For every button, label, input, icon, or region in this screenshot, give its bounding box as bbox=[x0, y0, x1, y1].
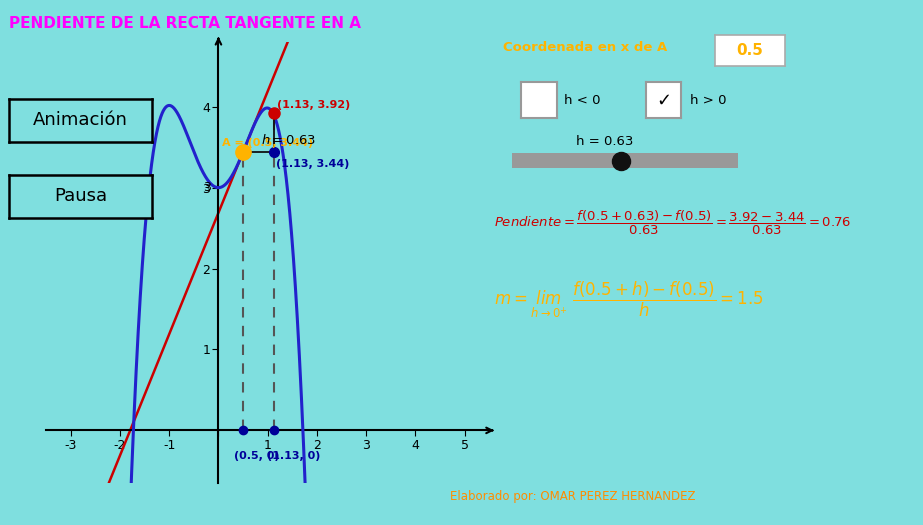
Text: h = 0.63: h = 0.63 bbox=[576, 135, 633, 148]
Text: 0.5: 0.5 bbox=[737, 43, 763, 58]
Text: $\mathit{Pendiente} = \dfrac{f(0.5 + 0.63) - f(0.5)}{0.63} = \dfrac{3.92 - 3.44}: $\mathit{Pendiente} = \dfrac{f(0.5 + 0.6… bbox=[494, 209, 851, 237]
Text: $h = 0.63$: $h = 0.63$ bbox=[261, 133, 317, 147]
Text: (1.13, 3.44): (1.13, 3.44) bbox=[276, 160, 350, 170]
Text: (1.13, 0): (1.13, 0) bbox=[267, 451, 320, 461]
Text: Coordenada en x de A: Coordenada en x de A bbox=[503, 41, 667, 54]
Text: Animación: Animación bbox=[33, 111, 128, 129]
Text: Pausa: Pausa bbox=[54, 187, 107, 205]
Text: (1.13, 3.92): (1.13, 3.92) bbox=[277, 100, 350, 110]
Text: $m = \underset{h \to 0^{+}}{lim}\ \dfrac{f(0.5 + h) - f(0.5)}{h} = 1.5$: $m = \underset{h \to 0^{+}}{lim}\ \dfrac… bbox=[494, 279, 763, 320]
Text: (0.5, 0): (0.5, 0) bbox=[234, 451, 280, 461]
Text: 3: 3 bbox=[203, 181, 211, 194]
Text: PENDIENTE DE LA RECTA TANGENTE EN A: PENDIENTE DE LA RECTA TANGENTE EN A bbox=[9, 16, 361, 31]
Text: h > 0: h > 0 bbox=[690, 94, 727, 107]
Text: A = (0.5, 3.44): A = (0.5, 3.44) bbox=[222, 138, 314, 148]
Text: ✓: ✓ bbox=[656, 91, 671, 109]
Text: Elaborado por: OMAR PEREZ HERNANDEZ: Elaborado por: OMAR PEREZ HERNANDEZ bbox=[450, 490, 695, 502]
Text: h < 0: h < 0 bbox=[564, 94, 601, 107]
